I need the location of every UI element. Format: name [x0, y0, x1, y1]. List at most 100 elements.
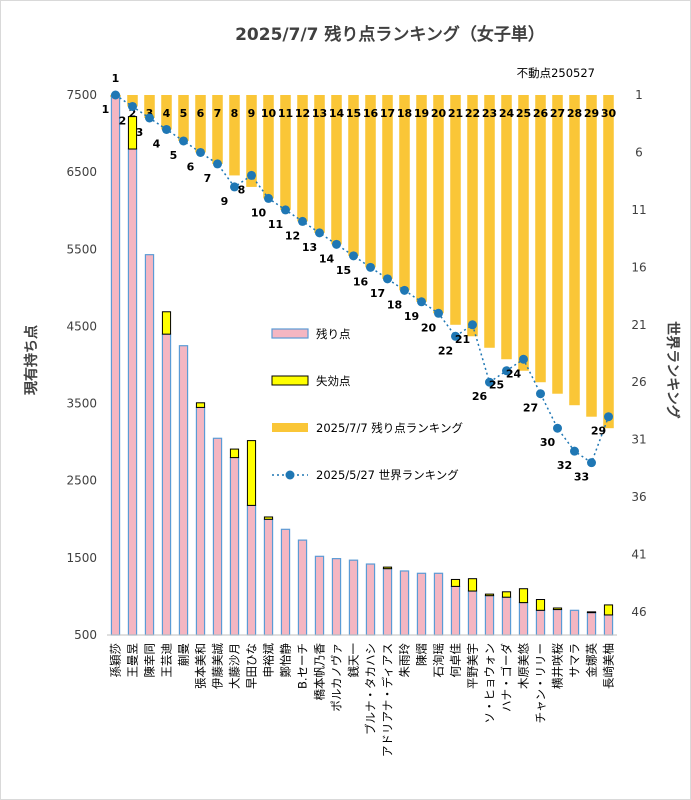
- x-tick-label: 木原美悠: [517, 643, 531, 689]
- rank-bar: [552, 95, 563, 394]
- chart-subtitle: 不動点250527: [517, 66, 595, 80]
- remaining-bar: [161, 333, 172, 636]
- x-tick-label: サマラ: [568, 643, 582, 678]
- y-tick-label: 500: [74, 628, 97, 642]
- x-tick-label: 石洵瑶: [432, 643, 446, 678]
- rank-label: 27: [550, 107, 565, 120]
- world-rank-label: 7: [204, 172, 212, 185]
- rank-label: 18: [397, 107, 412, 120]
- expired-bar: [161, 311, 172, 335]
- rank-label: 7: [214, 107, 222, 120]
- rank-bar: [127, 95, 138, 107]
- expired-bar: [535, 599, 546, 611]
- world-rank-label: 25: [489, 379, 504, 392]
- remaining-bar: [467, 590, 478, 636]
- x-tick-label: 陳熠: [415, 643, 429, 666]
- y2-tick-label: 1: [635, 88, 643, 102]
- remaining-bar: [348, 559, 359, 636]
- world-rank-point: [570, 446, 579, 456]
- remaining-bar: [450, 585, 461, 636]
- expired-bar: [467, 578, 478, 592]
- world-rank-point: [519, 354, 528, 364]
- x-tick-label: 申裕斌: [262, 643, 276, 678]
- expired-bar: [229, 448, 240, 459]
- rank-bar: [212, 95, 223, 164]
- world-rank-label: 18: [387, 298, 402, 311]
- expired-bar: [127, 116, 138, 150]
- rank-label: 2: [129, 107, 137, 120]
- remaining-bar: [586, 612, 597, 636]
- remaining-bar: [178, 345, 189, 636]
- y2-axis-title: 世界ランキング: [664, 321, 681, 419]
- x-tick-label: 大藤沙月: [228, 643, 242, 689]
- world-rank-point: [587, 458, 596, 468]
- rank-label: 21: [448, 107, 463, 120]
- rank-bar: [229, 95, 240, 176]
- rank-bar: [382, 95, 393, 279]
- world-rank-point: [451, 331, 460, 341]
- expired-bar: [195, 402, 206, 408]
- x-tick-label: 朱雨玲: [398, 643, 412, 678]
- legend-label: 残り点: [316, 327, 351, 341]
- rank-bar: [365, 95, 376, 268]
- x-tick-label: 張本美和: [194, 643, 208, 689]
- world-rank-label: 6: [187, 160, 195, 173]
- x-tick-label: ブルナ・タカハシ: [364, 643, 378, 735]
- world-rank-point: [111, 90, 120, 100]
- x-tick-label: 何卓佳: [449, 643, 463, 678]
- x-tick-label: 橋本帆乃香: [313, 643, 327, 701]
- world-rank-point: [213, 159, 222, 169]
- x-tick-label: 孫穎莎: [109, 643, 123, 678]
- world-rank-point: [230, 182, 239, 192]
- remaining-bar: [212, 437, 223, 636]
- y2-tick-label: 26: [631, 375, 646, 389]
- legend-swatch: [272, 423, 308, 432]
- rank-bar: [433, 95, 444, 314]
- rank-label: 4: [163, 107, 171, 120]
- world-rank-label: 33: [574, 471, 589, 484]
- x-tick-label: 蒯曼: [177, 643, 191, 666]
- y2-tick-label: 41: [631, 548, 646, 562]
- rank-bar: [501, 95, 512, 360]
- remaining-bar: [246, 504, 257, 636]
- x-tick-label: 陳幸同: [143, 643, 157, 678]
- world-rank-label: 14: [319, 252, 335, 265]
- x-tick-label: 伊藤美誠: [211, 643, 225, 689]
- remaining-bar: [263, 518, 274, 636]
- remaining-bar: [484, 595, 495, 636]
- world-rank-point: [536, 389, 545, 399]
- world-rank-label: 21: [455, 333, 470, 346]
- y-tick-label: 5500: [66, 242, 97, 256]
- rank-label: 16: [363, 107, 379, 120]
- remaining-bar: [518, 601, 529, 636]
- rank-bar: [280, 95, 291, 210]
- world-rank-label: 22: [438, 344, 453, 357]
- y2-tick-label: 6: [635, 145, 643, 159]
- world-rank-point: [162, 124, 171, 134]
- rank-bar: [399, 95, 410, 291]
- world-rank-point: [604, 412, 613, 422]
- remaining-bar: [314, 555, 325, 636]
- rank-bar: [450, 95, 461, 325]
- x-tick-label: 長崎美柚: [602, 643, 616, 689]
- expired-bar: [518, 588, 529, 604]
- rank-bar: [535, 95, 546, 383]
- rank-label: 11: [278, 107, 293, 120]
- rank-label: 9: [248, 107, 256, 120]
- world-rank-point: [247, 170, 256, 180]
- expired-bar: [484, 593, 495, 597]
- world-rank-label: 13: [302, 241, 317, 254]
- rank-label: 25: [516, 107, 531, 120]
- x-tick-label: ポルカノヴァ: [330, 643, 344, 712]
- world-rank-point: [434, 308, 443, 318]
- rank-label: 17: [380, 107, 395, 120]
- world-rank-label: 27: [523, 402, 538, 415]
- x-tick-label: 金娜英: [585, 643, 599, 678]
- rank-bar: [603, 95, 614, 429]
- y2-tick-label: 36: [631, 490, 646, 504]
- world-rank-point: [502, 366, 511, 376]
- x-tick-label: アドリアナ・ディアス: [381, 643, 395, 757]
- plot-area: 7500650055004500350025001500500161116212…: [66, 72, 646, 757]
- world-rank-point: [179, 136, 188, 146]
